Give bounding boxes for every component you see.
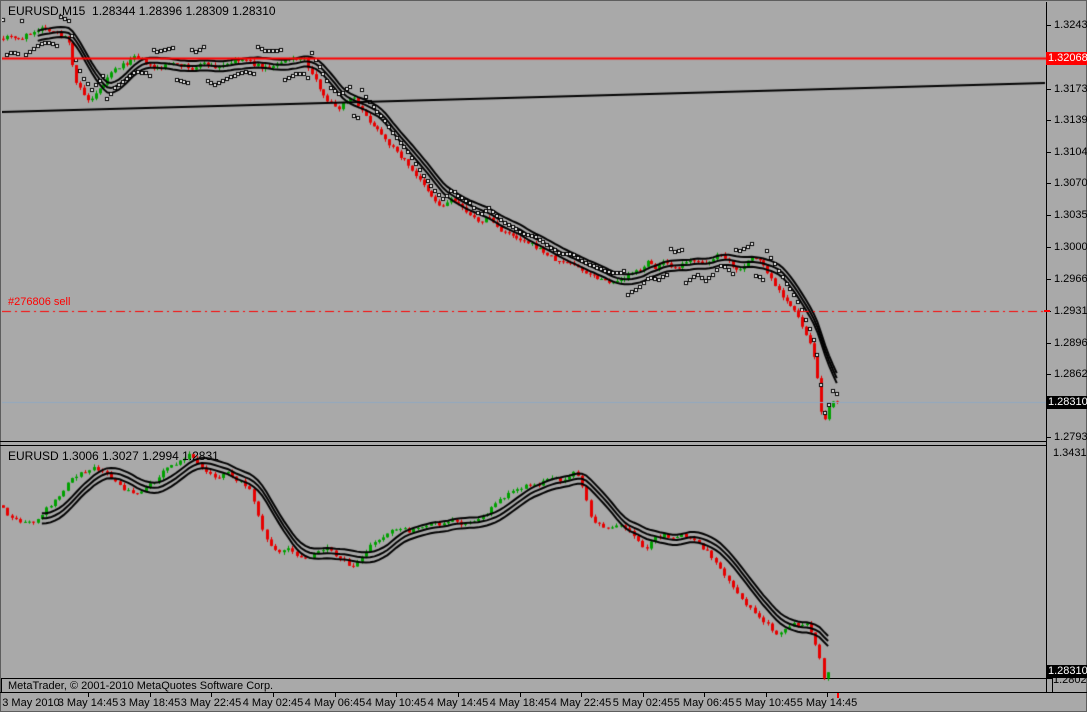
time-axis-label: 3 May 2010 <box>2 697 60 709</box>
price-axis-tick <box>1047 183 1051 185</box>
price-tick-label: 1.32430 <box>1054 19 1087 31</box>
price-tick-label: 1.31040 <box>1054 146 1087 159</box>
price-tick-label: 1.28620 <box>1054 367 1087 380</box>
price-tick-label: 1.29660 <box>1054 272 1087 285</box>
bottom-pane-scale-top: 1.3431 <box>1053 447 1087 459</box>
time-axis-label: 5 May 06:45 <box>673 697 735 709</box>
time-axis-label: 3 May 14:45 <box>57 697 119 709</box>
price-axis-tick <box>1047 278 1051 280</box>
time-axis-label: 4 May 06:45 <box>304 697 366 709</box>
price-axis-border-line <box>1046 2 1047 692</box>
price-tick-label: 1.29310 <box>1054 304 1087 317</box>
price-tick-label: 1.27930 <box>1054 431 1087 443</box>
time-axis-tick <box>643 693 644 697</box>
price-axis-tick <box>1047 373 1051 375</box>
time-axis-label: 3 May 22:45 <box>180 697 242 709</box>
time-axis-tick <box>335 693 336 697</box>
time-axis[interactable]: 3 May 2010 3 May 14:45 3 May 18:45 3 May 22… <box>0 692 1087 712</box>
bid-price-flag-bottom: 1.28310 <box>1046 665 1087 678</box>
price-axis-tick <box>1047 437 1051 438</box>
bid-price-flag-top: 1.28310 <box>1046 396 1087 409</box>
time-axis-label: 4 May 02:45 <box>242 697 304 709</box>
time-axis-tick <box>520 693 521 697</box>
bottom-pane-header: EURUSD 1.3006 1.3027 1.2994 1.2831 <box>8 449 219 463</box>
time-axis-label: 4 May 18:45 <box>489 697 551 709</box>
resistance-price-flag: 1.32068 <box>1046 52 1087 65</box>
price-axis-tick <box>1047 89 1051 91</box>
price-axis-tick <box>1047 25 1051 26</box>
time-axis-tick <box>581 693 582 697</box>
price-tick-label: 1.31390 <box>1054 114 1087 127</box>
sell-order-axis-tick <box>1044 310 1050 312</box>
time-axis-tick <box>827 693 828 697</box>
price-axis-tick <box>1047 215 1051 217</box>
time-axis-tick <box>150 693 151 697</box>
bottom-pane-symbol: EURUSD <box>8 449 59 463</box>
time-axis-tick <box>88 693 89 697</box>
top-pane-chart-canvas[interactable] <box>2 2 1046 444</box>
time-axis-label: 4 May 22:45 <box>550 697 612 709</box>
time-axis-tick <box>458 693 459 697</box>
time-axis-tick <box>396 693 397 697</box>
time-axis-label: 3 May 18:45 <box>119 697 181 709</box>
bottom-pane-ohlc: 1.3006 1.3027 1.2994 1.2831 <box>62 449 219 463</box>
pane-separator-line[interactable] <box>0 441 1046 442</box>
price-axis-tick <box>1047 152 1051 154</box>
pane-separator-line[interactable] <box>0 445 1046 446</box>
time-axis-label: 5 May 10:45 <box>735 697 797 709</box>
top-pane-ohlc: 1.28344 1.28396 1.28309 1.28310 <box>92 4 276 18</box>
time-axis-tick <box>273 693 274 697</box>
price-axis[interactable]: 1.32068 1.28310 1.28310 1.3431 1.2802 1.… <box>1046 0 1087 712</box>
price-axis-tick <box>1047 247 1051 249</box>
time-axis-tick <box>766 693 767 697</box>
price-tick-label: 1.31730 <box>1054 83 1087 96</box>
price-axis-tick <box>1047 120 1051 122</box>
time-axis-tick <box>211 693 212 697</box>
top-pane-header: EURUSD,M15 1.28344 1.28396 1.28309 1.283… <box>8 4 276 18</box>
time-axis-tick <box>704 693 705 697</box>
price-tick-label: 1.28960 <box>1054 336 1087 349</box>
price-axis-tick <box>1047 342 1051 344</box>
sell-order-label: #276806 sell <box>8 296 71 308</box>
time-axis-label: 4 May 14:45 <box>427 697 489 709</box>
time-axis-separator-line <box>0 692 1087 693</box>
time-axis-label: 4 May 10:45 <box>365 697 427 709</box>
price-tick-label: 1.30000 <box>1054 241 1087 254</box>
bottom-pane-chart-canvas[interactable] <box>2 446 1046 692</box>
time-axis-label: 5 May 02:45 <box>612 697 674 709</box>
price-tick-label: 1.30350 <box>1054 209 1087 222</box>
price-tick-label: 1.30700 <box>1054 177 1087 190</box>
top-pane-symbol-period: EURUSD,M15 <box>8 4 86 18</box>
current-bar-time-tick <box>837 693 839 698</box>
time-axis-label: 5 May 14:45 <box>796 697 858 709</box>
